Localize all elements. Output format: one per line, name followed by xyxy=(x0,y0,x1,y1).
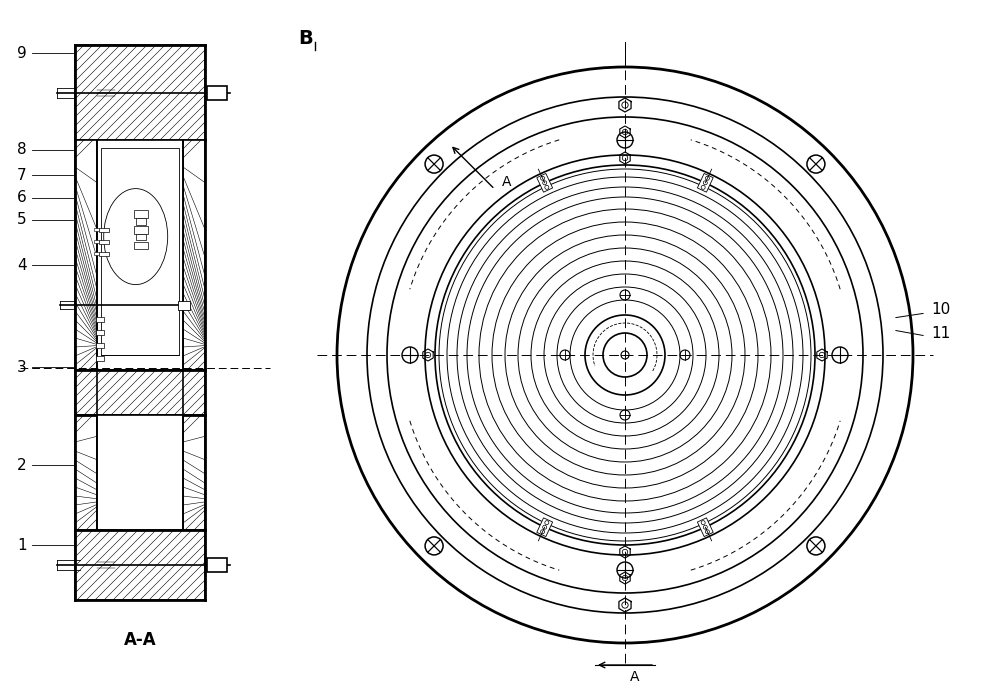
Bar xyxy=(96,330,104,335)
Bar xyxy=(183,415,205,530)
Bar xyxy=(207,558,227,572)
Bar xyxy=(96,317,104,322)
Text: A: A xyxy=(502,176,511,190)
Bar xyxy=(96,356,104,361)
Bar xyxy=(134,209,148,218)
Text: 11: 11 xyxy=(931,326,950,340)
Bar xyxy=(101,148,179,355)
Text: 6: 6 xyxy=(17,190,27,206)
Bar xyxy=(134,241,148,248)
Polygon shape xyxy=(537,518,553,537)
Bar xyxy=(75,45,205,140)
Bar xyxy=(136,218,146,225)
Bar xyxy=(183,140,205,370)
Bar xyxy=(97,140,183,370)
Text: 2: 2 xyxy=(17,458,27,472)
Bar xyxy=(75,530,205,600)
Bar xyxy=(97,415,183,530)
Text: 5: 5 xyxy=(17,213,27,228)
Text: 4: 4 xyxy=(17,258,27,272)
Bar xyxy=(178,301,190,310)
Polygon shape xyxy=(537,174,553,192)
Bar xyxy=(99,239,109,244)
Bar xyxy=(96,343,104,348)
Text: 10: 10 xyxy=(931,302,950,318)
Bar xyxy=(207,85,227,99)
Bar xyxy=(136,234,146,239)
Bar xyxy=(75,140,97,370)
Bar xyxy=(99,228,109,232)
Bar xyxy=(94,239,99,243)
Bar xyxy=(94,251,99,255)
Polygon shape xyxy=(697,174,713,192)
Bar xyxy=(75,415,97,530)
Text: 8: 8 xyxy=(17,143,27,158)
Polygon shape xyxy=(697,518,713,537)
Text: 1: 1 xyxy=(17,538,27,552)
Bar xyxy=(94,228,99,230)
Text: A: A xyxy=(630,670,640,684)
Bar xyxy=(75,370,205,415)
Bar xyxy=(99,251,109,256)
Bar xyxy=(134,225,148,234)
Text: B: B xyxy=(298,29,313,48)
Text: 3: 3 xyxy=(17,360,27,374)
Text: 7: 7 xyxy=(17,167,27,183)
Text: A-A: A-A xyxy=(124,631,156,649)
Text: 9: 9 xyxy=(17,46,27,60)
